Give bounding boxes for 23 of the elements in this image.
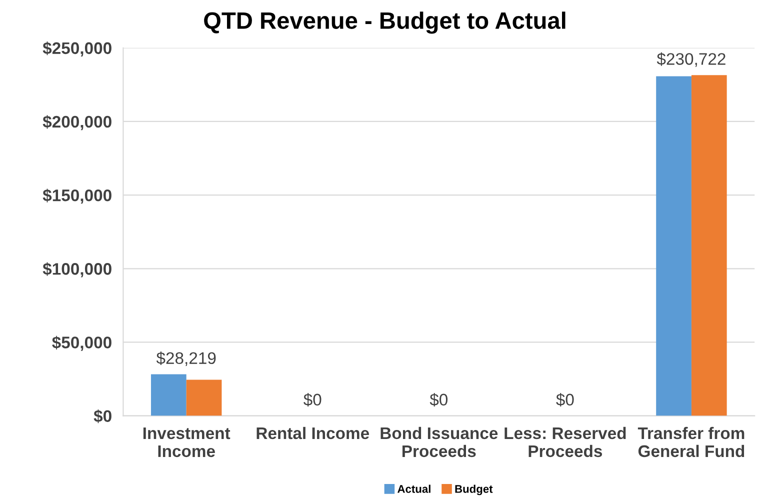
data-label: $230,722: [656, 52, 726, 67]
bar: [656, 76, 692, 416]
legend-label: Actual: [398, 484, 430, 493]
x-tick-label: Rental Income: [256, 426, 370, 440]
legend-label: Budget: [455, 484, 493, 496]
data-label: $0: [430, 393, 448, 407]
bar: [186, 380, 222, 416]
data-label: $0: [556, 393, 574, 407]
y-tick-label: $250,000: [42, 42, 112, 56]
y-tick-label: $50,000: [52, 336, 112, 351]
x-tick-label: Transfer from General Fund: [638, 426, 744, 458]
data-label: $0: [304, 393, 322, 407]
x-tick-label: Investment Income: [143, 428, 230, 458]
data-label: $28,219: [156, 352, 216, 366]
y-tick-label: $150,000: [42, 188, 112, 204]
y-tick-label: $200,000: [42, 115, 112, 130]
bar: [150, 374, 186, 416]
bar: [691, 75, 727, 416]
x-tick-label: Less: Reserved Proceeds: [504, 426, 626, 458]
x-tick-label: Bond Issuance Proceeds: [380, 426, 498, 458]
y-tick-label: $0: [94, 409, 112, 424]
y-tick-label: $100,000: [42, 262, 112, 278]
chart-title: QTD Revenue - Budget to Actual: [204, 12, 566, 34]
